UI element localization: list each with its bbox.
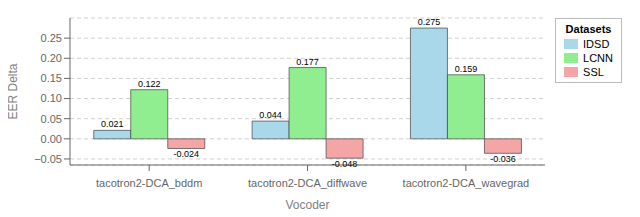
- svg-text:Vocoder: Vocoder: [286, 198, 330, 209]
- svg-text:−0.05: −0.05: [34, 153, 62, 165]
- svg-text:0.122: 0.122: [138, 79, 161, 89]
- svg-text:0.15: 0.15: [41, 72, 62, 84]
- html-text:SSL: SSL: [583, 66, 604, 78]
- svg-text:0.10: 0.10: [41, 92, 62, 104]
- svg-text:tacotron2-DCA_bddm: tacotron2-DCA_bddm: [96, 177, 202, 189]
- html-text:Datasets: Datasets: [565, 23, 612, 35]
- svg-text:-0.024: -0.024: [173, 149, 199, 159]
- svg-text:0.25: 0.25: [41, 32, 62, 44]
- svg-text:0.021: 0.021: [101, 119, 124, 129]
- svg-text:0.05: 0.05: [41, 113, 62, 125]
- html-text:IDSD: IDSD: [583, 38, 610, 50]
- svg-text:0.275: 0.275: [418, 17, 441, 27]
- svg-text:-0.036: -0.036: [490, 154, 516, 164]
- svg-text:tacotron2-DCA_wavegrad: tacotron2-DCA_wavegrad: [403, 177, 530, 189]
- svg-text:0.00: 0.00: [41, 133, 62, 145]
- html-text:LCNN: LCNN: [583, 52, 613, 64]
- svg-text:tacotron2-DCA_diffwave: tacotron2-DCA_diffwave: [248, 177, 367, 189]
- svg-text:0.20: 0.20: [41, 52, 62, 64]
- svg-text:-0.048: -0.048: [332, 159, 358, 169]
- svg-text:0.044: 0.044: [259, 110, 282, 120]
- svg-text:0.159: 0.159: [455, 64, 478, 74]
- svg-text:EER Delta: EER Delta: [8, 63, 20, 119]
- svg-text:0.177: 0.177: [296, 57, 319, 67]
